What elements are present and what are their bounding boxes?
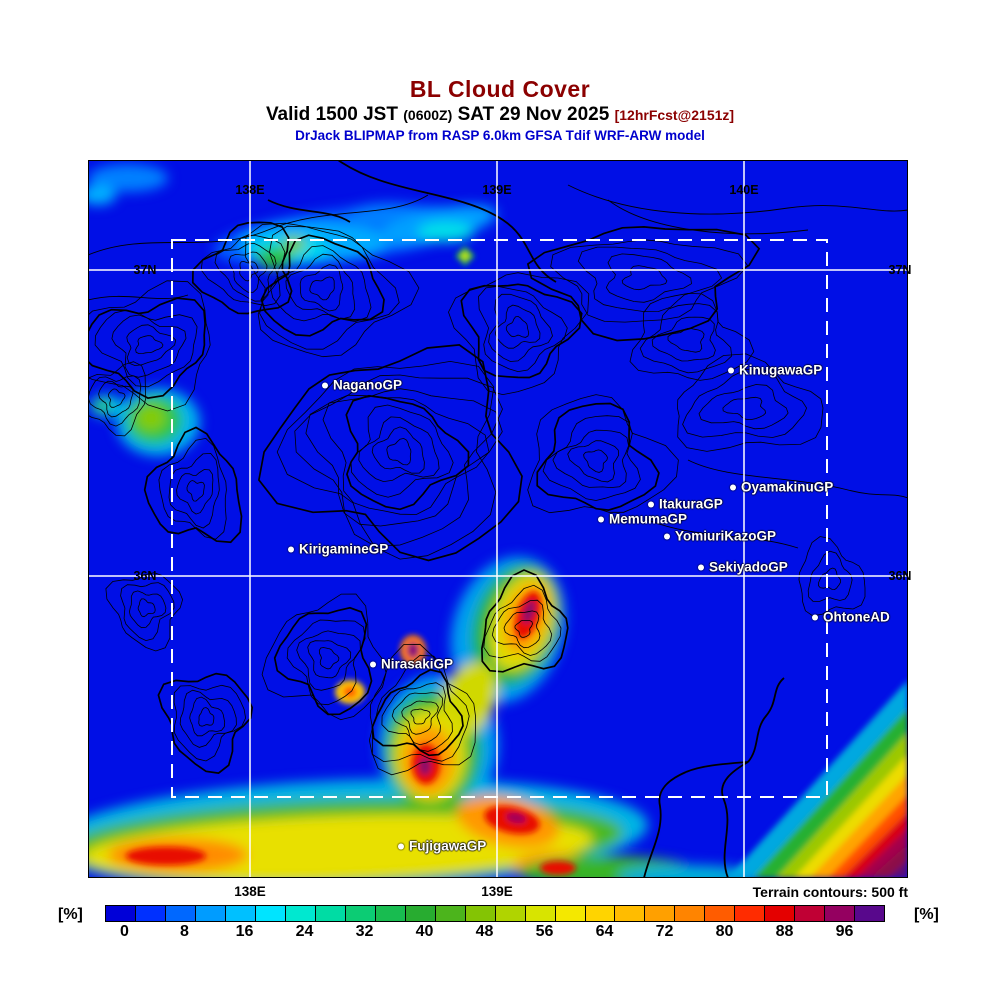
colorbar-segment [795, 906, 826, 921]
latlon-grid [88, 160, 908, 878]
colorbar-tick: 24 [295, 923, 314, 940]
valid-date: SAT 29 Nov 2025 [457, 104, 610, 126]
colorbar-tick: 80 [715, 923, 734, 940]
forecast-map: 138E 139E 140E 37N 37N 36N 36N NaganoGP K… [88, 160, 911, 878]
colorbar-segment [525, 906, 556, 921]
colorbar-segment [465, 906, 496, 921]
colorbar-tick: 8 [180, 923, 189, 940]
page-title: BL Cloud Cover [409, 76, 591, 102]
colorbar-segment [405, 906, 436, 921]
colorbar-segment [735, 906, 766, 921]
colorbar-unit-left: [%] [58, 906, 83, 923]
colorbar-segment [855, 906, 885, 921]
lon-label-bottom-138e: 138E [234, 884, 266, 899]
colorbar-segment [255, 906, 286, 921]
colorbar-segment [165, 906, 196, 921]
colorbar [105, 905, 885, 922]
colorbar-tick: 16 [235, 923, 254, 940]
cloud-cover-field [88, 164, 908, 878]
colorbar-tick: 40 [415, 923, 434, 940]
bottom-axis: 138E 139E [0, 884, 1000, 902]
colorbar-tick: 48 [475, 923, 494, 940]
inner-domain-box [171, 239, 828, 798]
terrain-contours-open [88, 160, 908, 549]
colorbar-ticks: 0 8 16 24 32 40 48 56 64 72 80 88 96 [105, 923, 885, 943]
colorbar-tick: 88 [775, 923, 794, 940]
colorbar-segment [225, 906, 256, 921]
terrain-contours-note: Terrain contours: 500 ft [752, 884, 908, 900]
terrain-contours [88, 221, 866, 776]
colorbar-segment [555, 906, 586, 921]
colorbar-tick: 0 [120, 923, 129, 940]
colorbar-segment [315, 906, 346, 921]
valid-zulu: (0600Z) [403, 107, 453, 124]
header: BL Cloud Cover Valid 1500 JST (0600Z) SA… [0, 76, 1000, 144]
colorbar-segment [495, 906, 526, 921]
map-canvas [88, 160, 908, 878]
colorbar-tick: 32 [355, 923, 374, 940]
valid-fcst: [12hrFcst@2151z] [614, 107, 735, 124]
colorbar-segment [615, 906, 646, 921]
colorbar-segment [675, 906, 706, 921]
colorbar-segment [106, 906, 136, 921]
colorbar-segment [705, 906, 736, 921]
colorbar-unit-right: [%] [914, 906, 939, 923]
map-frame [88, 160, 908, 878]
colorbar-segment [375, 906, 406, 921]
colorbar-tick: 72 [655, 923, 674, 940]
colorbar-tick: 56 [535, 923, 554, 940]
model-line: DrJack BLIPMAP from RASP 6.0km GFSA Tdif… [295, 128, 705, 144]
valid-line: Valid 1500 JST (0600Z) SAT 29 Nov 2025 [… [0, 104, 1000, 126]
colorbar-segment [645, 906, 676, 921]
colorbar-segment [435, 906, 466, 921]
colorbar-segment [285, 906, 316, 921]
lon-label-bottom-139e: 139E [481, 884, 513, 899]
colorbar-tick: 96 [835, 923, 854, 940]
colorbar-segment [765, 906, 796, 921]
colorbar-segment [585, 906, 616, 921]
colorbar-tick: 64 [595, 923, 614, 940]
colorbar-segment [195, 906, 226, 921]
colorbar-segment [825, 906, 856, 921]
valid-prefix: Valid 1500 JST [265, 104, 398, 126]
coastline [643, 677, 785, 878]
colorbar-segment [135, 906, 166, 921]
colorbar-segment [345, 906, 376, 921]
